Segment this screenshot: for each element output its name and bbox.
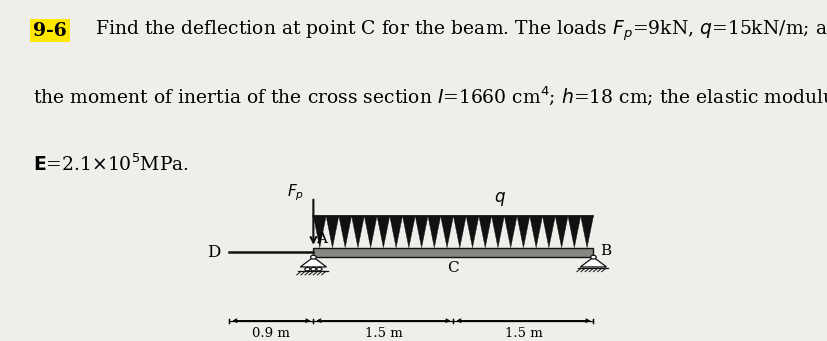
Polygon shape [466, 216, 478, 248]
Polygon shape [390, 216, 402, 248]
Text: the moment of inertia of the cross section $\mathit{I}$=1660 cm$^4$; $\mathit{h}: the moment of inertia of the cross secti… [33, 84, 827, 107]
Circle shape [310, 255, 316, 259]
Circle shape [590, 255, 595, 259]
Polygon shape [440, 216, 453, 248]
Text: D: D [207, 244, 220, 261]
Text: $\mathbf{E}$=2.1$\times$10$^5$MPa.: $\mathbf{E}$=2.1$\times$10$^5$MPa. [33, 153, 189, 175]
Text: 0.9 m: 0.9 m [252, 327, 290, 340]
Polygon shape [491, 216, 504, 248]
Polygon shape [313, 216, 326, 248]
Text: 9-6: 9-6 [33, 21, 67, 40]
Polygon shape [326, 216, 338, 248]
Polygon shape [300, 257, 326, 267]
Polygon shape [542, 216, 555, 248]
Bar [313, 248, 593, 257]
Polygon shape [567, 216, 580, 248]
Polygon shape [402, 216, 414, 248]
Text: C: C [447, 261, 459, 275]
Circle shape [310, 267, 316, 271]
Polygon shape [529, 216, 542, 248]
Text: A: A [316, 232, 327, 247]
Text: 1.5 m: 1.5 m [364, 327, 402, 340]
Polygon shape [338, 216, 351, 248]
Text: $q$: $q$ [494, 190, 505, 208]
Polygon shape [580, 257, 605, 267]
Polygon shape [555, 216, 567, 248]
Text: $F_p$: $F_p$ [287, 182, 304, 203]
Polygon shape [428, 216, 440, 248]
Polygon shape [580, 216, 593, 248]
Text: B: B [600, 244, 610, 258]
Text: Find the deflection at point C for the beam. The loads $\mathit{F_p}$=9kN, $\mat: Find the deflection at point C for the b… [95, 18, 827, 43]
Polygon shape [478, 216, 491, 248]
Polygon shape [364, 216, 376, 248]
Circle shape [304, 267, 310, 271]
Polygon shape [414, 216, 428, 248]
Polygon shape [453, 216, 466, 248]
Circle shape [316, 267, 322, 271]
Polygon shape [376, 216, 390, 248]
Polygon shape [516, 216, 529, 248]
Text: 1.5 m: 1.5 m [504, 327, 542, 340]
Polygon shape [504, 216, 516, 248]
Polygon shape [351, 216, 364, 248]
